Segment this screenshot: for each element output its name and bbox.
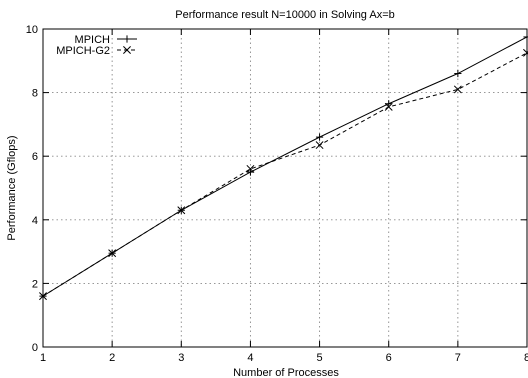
y-tick-label: 8: [32, 88, 38, 100]
data-point-2-5: [315, 141, 324, 150]
legend-marker-1: [123, 35, 131, 43]
legend-label-1: MPICH: [75, 34, 111, 46]
data-point-2-7: [453, 85, 462, 94]
marker-cross-b: [108, 249, 117, 258]
data-point-2-2: [108, 249, 117, 258]
marker-cross-b: [453, 85, 462, 94]
y-axis-label: Performance (Gflops): [6, 135, 18, 240]
x-tick-label: 4: [247, 352, 253, 364]
y-tick-label: 0: [32, 342, 38, 354]
marker-cross-b: [246, 164, 255, 173]
marker-cross-b: [384, 102, 393, 111]
legend-label-2: MPICH-G2: [56, 45, 110, 57]
x-tick-label: 5: [317, 352, 323, 364]
data-point-1-7: [454, 69, 462, 78]
axis-ticks: 1 2 3 4 5 6 7 8 0 2 4 6 8 10: [26, 24, 528, 364]
marker-cross-b: [315, 141, 324, 150]
marker-cross-b: [123, 46, 131, 54]
y-tick-label: 6: [32, 151, 38, 163]
series-line-mpich-g2: [42, 52, 528, 297]
x-tick-label: 2: [109, 352, 115, 364]
x-tick-label: 6: [386, 352, 392, 364]
data-point-2-3: [177, 206, 186, 215]
marker-cross-b: [177, 206, 186, 215]
plot-data: [39, 33, 528, 301]
x-tick-label: 8: [524, 352, 528, 364]
x-tick-label: 1: [40, 352, 46, 364]
data-point-1-5: [315, 133, 324, 141]
data-point-1-6: [385, 100, 393, 108]
plot-frame: [42, 28, 528, 348]
x-tick-label: 7: [455, 352, 461, 364]
legend-marker-2: [123, 46, 131, 54]
chart-title: Performance result N=10000 in Solving Ax…: [175, 9, 395, 21]
y-tick-label: 10: [26, 24, 38, 36]
y-tick-label: 4: [32, 215, 38, 227]
data-point-2-4: [246, 164, 255, 173]
data-point-2-6: [384, 102, 393, 111]
x-axis-label: Number of Processes: [233, 367, 339, 378]
series-line-mpich: [42, 36, 528, 297]
x-tick-label: 3: [178, 352, 184, 364]
grid-lines: [43, 29, 527, 347]
y-tick-label: 2: [32, 278, 38, 290]
data-point-1-4: [246, 168, 255, 176]
